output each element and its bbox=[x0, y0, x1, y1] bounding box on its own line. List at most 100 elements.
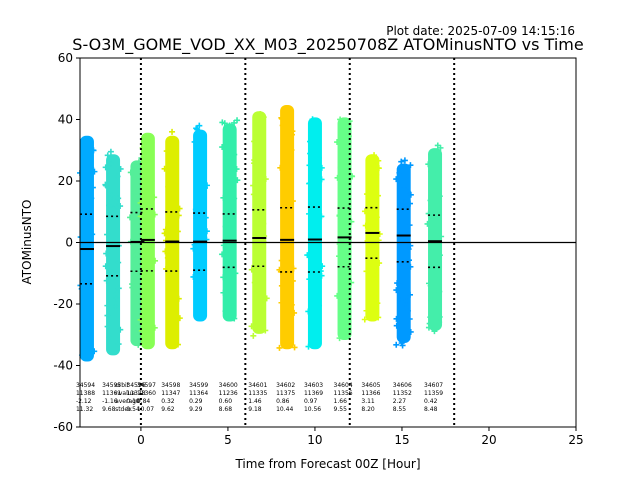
orbit-point bbox=[276, 344, 283, 351]
orbit-point bbox=[435, 158, 442, 165]
orbit-point bbox=[370, 292, 377, 299]
orbit-point bbox=[83, 231, 90, 238]
orbit-point bbox=[306, 276, 313, 283]
orbit-point bbox=[283, 160, 290, 167]
orbit-point bbox=[342, 266, 349, 273]
orbit-point bbox=[103, 250, 110, 257]
orbit-point bbox=[148, 303, 155, 310]
orbit-stdev: 9.29 bbox=[189, 406, 203, 413]
orbit-point bbox=[290, 265, 297, 272]
y-tick-label: 0 bbox=[65, 236, 73, 250]
orbit-point bbox=[428, 292, 435, 299]
orbit-stdev: 8.68 bbox=[219, 406, 233, 413]
orbit-id: 34598 bbox=[161, 382, 180, 389]
summary-header-stdev: stdev bbox=[115, 406, 132, 413]
orbit-point bbox=[432, 295, 439, 302]
orbit-point bbox=[367, 307, 374, 314]
orbit-34601-swarm bbox=[252, 111, 267, 334]
orbit-point bbox=[279, 122, 286, 129]
orbit-point bbox=[407, 242, 414, 249]
orbit-point bbox=[436, 288, 443, 295]
orbit-point bbox=[115, 341, 122, 348]
orbit-point bbox=[248, 323, 255, 330]
orbit-point bbox=[83, 234, 90, 241]
orbit-point bbox=[363, 268, 370, 275]
orbit-point bbox=[104, 323, 111, 330]
orbit-34602-points bbox=[276, 105, 298, 351]
orbit-34597-swarm bbox=[140, 132, 155, 350]
orbit-point bbox=[334, 292, 341, 299]
orbit-point bbox=[166, 140, 173, 147]
orbit-point bbox=[222, 223, 229, 230]
orbit-point bbox=[175, 295, 182, 302]
orbit-point bbox=[253, 177, 260, 184]
orbit-point bbox=[404, 188, 411, 195]
orbit-point bbox=[255, 212, 262, 219]
orbit-point bbox=[287, 243, 294, 250]
orbit-average: 0.29 bbox=[189, 398, 203, 405]
orbit-point bbox=[77, 234, 84, 241]
orbit-point bbox=[86, 306, 93, 313]
orbit-point bbox=[226, 122, 233, 129]
orbit-point bbox=[132, 205, 139, 212]
orbit-point bbox=[104, 302, 111, 309]
x-tick-label: 25 bbox=[568, 433, 583, 447]
orbit-point bbox=[161, 230, 168, 237]
orbit-nvalue: 11360 bbox=[137, 390, 156, 397]
orbit-point bbox=[435, 308, 442, 315]
orbit-34607-swarm bbox=[428, 148, 443, 331]
orbit-point bbox=[318, 164, 325, 171]
x-tick-label: 20 bbox=[481, 433, 496, 447]
orbit-point bbox=[102, 181, 109, 188]
orbit-point bbox=[289, 277, 296, 284]
orbit-point bbox=[284, 199, 291, 206]
orbit-point bbox=[200, 292, 207, 299]
orbit-point bbox=[190, 245, 197, 252]
orbit-point bbox=[401, 335, 408, 342]
orbit-point bbox=[406, 291, 413, 298]
orbit-average: 3.11 bbox=[361, 398, 375, 405]
orbit-point bbox=[375, 157, 382, 164]
orbit-point bbox=[194, 152, 201, 159]
orbit-point bbox=[256, 167, 263, 174]
orbit-point bbox=[148, 139, 155, 146]
orbit-point bbox=[148, 155, 155, 162]
orbit-34604-points bbox=[334, 116, 356, 342]
orbit-point bbox=[107, 214, 114, 221]
orbit-point bbox=[259, 183, 266, 190]
orbit-point bbox=[340, 294, 347, 301]
orbit-point bbox=[193, 133, 200, 140]
orbit-point bbox=[176, 315, 183, 322]
orbit-average: 0.19 bbox=[126, 398, 140, 405]
y-tick-label: 40 bbox=[58, 113, 73, 127]
orbit-nvalue: 11364 bbox=[189, 390, 208, 397]
orbit-point bbox=[348, 218, 355, 225]
orbit-point bbox=[310, 232, 317, 239]
orbit-nvalue: 11236 bbox=[219, 390, 238, 397]
orbit-id: 34596 bbox=[126, 382, 145, 389]
orbit-point bbox=[227, 163, 234, 170]
orbit-point bbox=[349, 173, 356, 180]
orbit-average: -1.16 bbox=[102, 398, 118, 405]
orbit-point bbox=[88, 164, 95, 171]
orbit-point bbox=[291, 344, 298, 351]
orbit-nvalue: 11352 bbox=[393, 390, 412, 397]
orbit-point bbox=[348, 279, 355, 286]
orbit-point bbox=[79, 238, 86, 245]
orbit-point bbox=[170, 251, 177, 258]
orbit-stdev: 8.55 bbox=[393, 406, 407, 413]
orbit-point bbox=[115, 285, 122, 292]
orbit-point bbox=[253, 134, 260, 141]
orbit-point bbox=[91, 168, 98, 175]
orbit-point bbox=[129, 284, 136, 291]
orbit-point bbox=[82, 269, 89, 276]
orbit-point bbox=[258, 307, 265, 314]
orbit-id: 34595 bbox=[102, 382, 121, 389]
orbit-point bbox=[81, 352, 88, 359]
orbit-point bbox=[231, 315, 238, 322]
orbit-id: 34604 bbox=[334, 382, 353, 389]
orbit-point bbox=[219, 119, 226, 126]
orbit-point bbox=[224, 178, 231, 185]
orbit-point bbox=[260, 296, 267, 303]
